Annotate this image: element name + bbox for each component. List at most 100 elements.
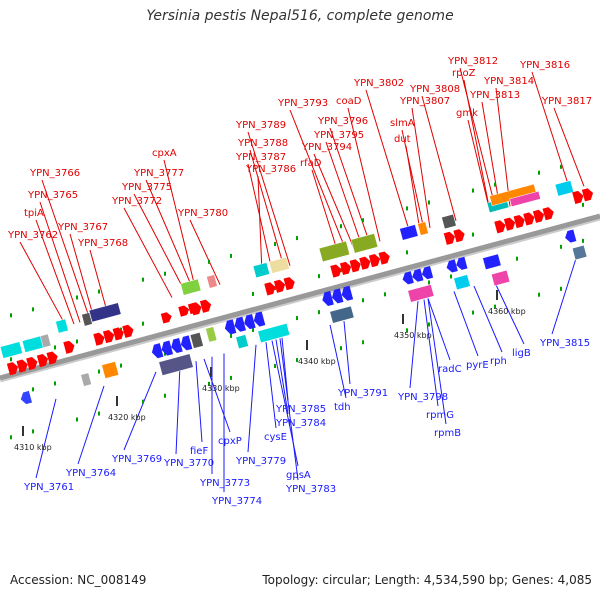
gene-label[interactable]: rph	[490, 356, 507, 367]
gene-feature[interactable]	[189, 332, 204, 349]
gene-feature[interactable]	[63, 340, 76, 354]
gene-block[interactable]	[252, 262, 271, 279]
gene-block[interactable]	[81, 312, 93, 327]
gene-arrow-forward[interactable]	[93, 332, 106, 346]
gene-block[interactable]	[101, 361, 120, 379]
gene-block[interactable]	[80, 372, 92, 387]
gene-label[interactable]: tpiA	[24, 208, 44, 219]
gene-feature[interactable]	[93, 324, 135, 346]
gene-feature[interactable]	[39, 333, 52, 348]
gene-label[interactable]: YPN_3775	[121, 182, 172, 193]
gene-label[interactable]: cpxA	[152, 148, 177, 159]
gene-label[interactable]: YPN_3785	[275, 404, 326, 415]
gene-block[interactable]	[482, 253, 502, 270]
gene-feature[interactable]	[55, 318, 69, 334]
gene-block[interactable]	[318, 240, 351, 263]
gene-label[interactable]: YPN_3812	[447, 56, 498, 67]
gene-feature[interactable]	[318, 240, 351, 263]
gene-arrow-forward[interactable]	[36, 353, 50, 368]
gene-arrow-forward[interactable]	[199, 299, 213, 313]
gene-label[interactable]: YPN_3798	[397, 392, 448, 403]
gene-feature[interactable]	[564, 229, 577, 243]
gene-label[interactable]: YPN_3786	[245, 164, 296, 175]
gene-feature[interactable]	[36, 350, 60, 368]
gene-arrow-forward[interactable]	[349, 258, 363, 273]
gene-feature[interactable]	[453, 274, 471, 291]
gene-arrow-forward[interactable]	[443, 231, 457, 245]
gene-label[interactable]: YPN_3793	[277, 98, 328, 109]
gene-feature[interactable]	[494, 206, 555, 234]
gene-feature[interactable]	[399, 224, 419, 241]
gene-arrow-forward[interactable]	[359, 256, 372, 270]
gene-arrow-reverse[interactable]	[169, 337, 183, 354]
gene-feature[interactable]	[190, 299, 212, 316]
gene-feature[interactable]	[417, 221, 429, 236]
gene-feature[interactable]	[572, 187, 594, 205]
gene-label[interactable]: YPN_3777	[133, 168, 184, 179]
gene-label[interactable]: YPN_3813	[469, 90, 520, 101]
gene-label[interactable]: tdh	[334, 402, 351, 413]
gene-block[interactable]	[206, 274, 218, 289]
gene-block[interactable]	[88, 302, 122, 323]
gene-label[interactable]: YPN_3767	[57, 222, 108, 233]
gene-label[interactable]: YPN_3769	[111, 454, 162, 465]
gene-feature[interactable]	[571, 244, 588, 261]
gene-label[interactable]: YPN_3774	[211, 496, 262, 507]
gene-feature[interactable]	[158, 353, 194, 376]
gene-arrow-reverse[interactable]	[150, 343, 164, 359]
gene-arrow-forward[interactable]	[63, 340, 76, 354]
gene-label[interactable]: YPN_3816	[519, 60, 570, 71]
gene-arrow-reverse[interactable]	[330, 288, 344, 304]
gene-feature[interactable]	[490, 269, 511, 287]
gene-feature[interactable]	[554, 180, 574, 197]
gene-block[interactable]	[509, 190, 541, 208]
gene-label[interactable]: YPN_3764	[65, 468, 116, 479]
gene-block[interactable]	[350, 233, 379, 254]
gene-arrow-forward[interactable]	[378, 250, 392, 265]
gene-label[interactable]: YPN_3814	[483, 76, 534, 87]
gene-feature[interactable]	[268, 256, 290, 274]
gene-feature[interactable]	[401, 266, 434, 285]
gene-block[interactable]	[399, 224, 419, 241]
gene-arrow-forward[interactable]	[503, 217, 517, 231]
gene-label[interactable]: cysE	[264, 432, 287, 443]
gene-label[interactable]: ligB	[512, 348, 531, 359]
gene-block[interactable]	[235, 334, 249, 350]
gene-label[interactable]: YPN_3770	[163, 458, 214, 469]
gene-arrow-forward[interactable]	[190, 301, 203, 316]
gene-feature[interactable]	[81, 312, 93, 327]
gene-label[interactable]: cpxP	[218, 436, 242, 447]
gene-feature[interactable]	[264, 276, 297, 296]
gene-feature[interactable]	[150, 335, 193, 359]
gene-feature[interactable]	[88, 302, 122, 323]
gene-feature[interactable]	[205, 326, 218, 343]
gene-label[interactable]: YPN_3807	[399, 96, 450, 107]
gene-feature[interactable]	[206, 274, 218, 289]
gene-feature[interactable]	[0, 341, 23, 359]
gene-arrow-forward[interactable]	[46, 350, 60, 365]
gene-arrow-forward[interactable]	[26, 356, 39, 371]
gene-label[interactable]: YPN_3817	[541, 96, 592, 107]
gene-feature[interactable]	[441, 213, 457, 230]
gene-arrow-reverse[interactable]	[252, 311, 266, 327]
gene-feature[interactable]	[329, 305, 355, 324]
gene-arrow-forward[interactable]	[283, 276, 297, 291]
gene-arrow-reverse[interactable]	[411, 268, 424, 283]
gene-feature[interactable]	[6, 356, 39, 376]
gene-arrow-reverse[interactable]	[455, 256, 468, 271]
gene-block[interactable]	[189, 332, 204, 349]
gene-label[interactable]: fieF	[190, 446, 208, 457]
gene-label[interactable]: YPN_3766	[29, 168, 80, 179]
gene-label[interactable]: YPN_3783	[285, 484, 336, 495]
gene-label[interactable]: YPN_3780	[177, 208, 228, 219]
gene-arrow-forward[interactable]	[102, 329, 116, 344]
gene-label[interactable]: YPN_3815	[539, 338, 590, 349]
gene-arrow-forward[interactable]	[513, 214, 527, 229]
gene-arrow-reverse[interactable]	[321, 290, 334, 307]
gene-block[interactable]	[257, 323, 291, 344]
gene-feature[interactable]	[180, 278, 202, 296]
gene-feature[interactable]	[19, 390, 32, 405]
gene-feature[interactable]	[330, 250, 392, 278]
gene-block[interactable]	[329, 305, 355, 324]
